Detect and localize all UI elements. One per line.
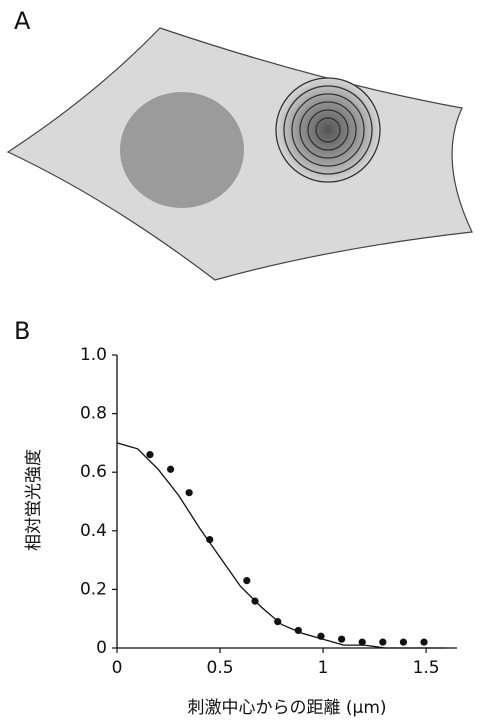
x-tick-label: 1.5 <box>413 658 440 678</box>
y-tick-label: 0.2 <box>80 579 107 599</box>
ring <box>283 85 373 175</box>
ring <box>299 101 357 159</box>
data-point <box>379 638 387 646</box>
data-point <box>146 451 154 459</box>
data-point <box>206 535 214 544</box>
data-point <box>338 635 346 643</box>
ring <box>307 109 349 151</box>
x-axis-label: 刺激中心からの距離 (μm) <box>187 698 386 718</box>
fit-line <box>116 442 447 649</box>
y-tick-label: 0.8 <box>80 404 107 424</box>
y-tick-label: 0 <box>96 638 107 658</box>
data-point <box>358 638 366 646</box>
ring <box>275 77 381 183</box>
ring <box>291 93 365 167</box>
y-tick-label: 0.6 <box>80 462 107 482</box>
y-axis-label: 相対蛍光強度 <box>24 449 44 551</box>
y-tick-label: 0.4 <box>80 521 107 541</box>
x-tick-label: 0 <box>112 658 123 678</box>
data-point <box>420 638 428 646</box>
x-tick-label: 0.5 <box>207 658 234 678</box>
panel-label: B <box>14 317 30 345</box>
data-point <box>399 638 408 646</box>
panel-label: A <box>14 7 31 35</box>
stimulus-rings <box>275 77 381 183</box>
x-tick-label: 1 <box>318 658 329 678</box>
data-point <box>243 577 251 585</box>
nucleus <box>120 92 244 208</box>
ring <box>315 117 341 143</box>
data-point <box>185 489 193 497</box>
y-tick-label: 1.0 <box>80 345 107 365</box>
data-point <box>166 465 175 473</box>
